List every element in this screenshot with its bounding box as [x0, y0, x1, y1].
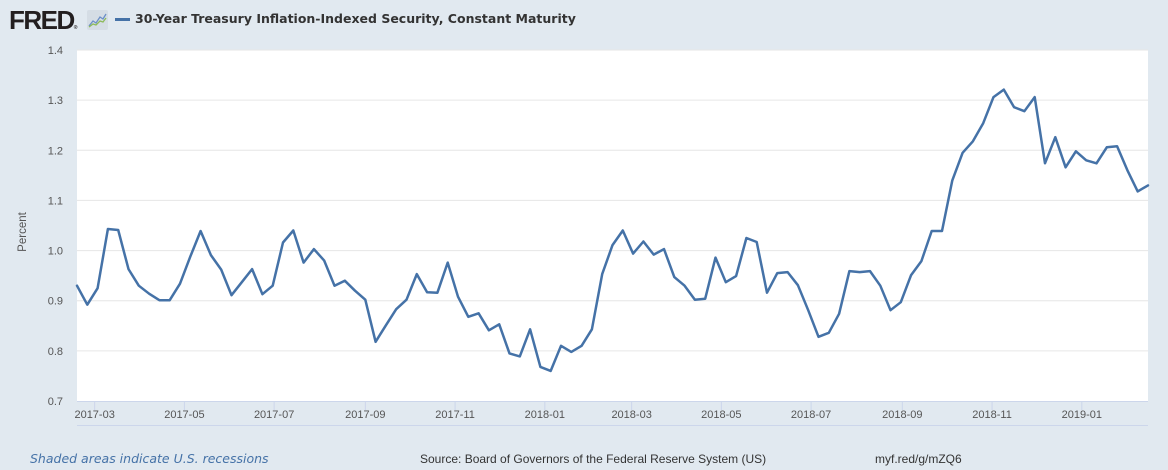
y-tick-label: 1.4	[48, 45, 63, 57]
short-link[interactable]: myf.red/g/mZQ6	[875, 452, 962, 466]
y-tick-label: 1.2	[48, 145, 63, 157]
y-tick-label: 0.8	[48, 346, 63, 358]
x-tick-label: 2018-11	[972, 409, 1012, 421]
series-line	[75, 88, 1150, 373]
x-tick-label: 2017-07	[254, 409, 294, 421]
legend-series-title: 30-Year Treasury Inflation-Indexed Secur…	[135, 11, 576, 26]
x-tick-label: 2018-09	[882, 409, 922, 421]
y-tick-label: 1.3	[48, 95, 63, 107]
x-tick-label: 2018-07	[791, 409, 831, 421]
y-axis-tick-labels: 0.7 0.8 0.9 1.0 1.1 1.2 1.3 1.4	[48, 45, 63, 408]
x-tick-label: 2017-05	[164, 409, 204, 421]
y-tick-label: 0.7	[48, 396, 63, 408]
x-tick-label: 2018-01	[525, 409, 565, 421]
fred-logo-text: FRED	[9, 5, 75, 35]
y-tick-label: 1.0	[48, 246, 63, 258]
y-tick-label: 0.9	[48, 296, 63, 308]
x-tick-label: 2017-09	[345, 409, 385, 421]
fred-graph-icon	[87, 10, 108, 30]
x-tick-label: 2017-11	[435, 409, 475, 421]
x-tick-label: 2018-05	[701, 409, 741, 421]
legend-swatch	[115, 18, 130, 21]
series-group	[75, 88, 1150, 373]
plot-area	[77, 50, 1148, 401]
y-axis-label: Percent	[17, 211, 29, 251]
gridlines	[77, 49, 1148, 352]
registered-mark: ®	[73, 25, 78, 31]
recession-note: Shaded areas indicate U.S. recessions	[30, 451, 269, 466]
fred-logo[interactable]: FRED®	[9, 6, 77, 42]
source-note: Source: Board of Governors of the Federa…	[420, 452, 767, 466]
x-tick-label: 2019-01	[1062, 409, 1102, 421]
y-tick-label: 1.1	[48, 195, 63, 207]
x-tick-label: 2018-03	[611, 409, 651, 421]
x-tick-label: 2017-03	[74, 409, 114, 421]
x-axis: 2017-03 2017-05 2017-07 2017-09 2017-11 2018-…	[74, 401, 1148, 426]
chart-header: FRED® 30-Year Treasury Inflation-Indexed…	[0, 0, 1168, 40]
